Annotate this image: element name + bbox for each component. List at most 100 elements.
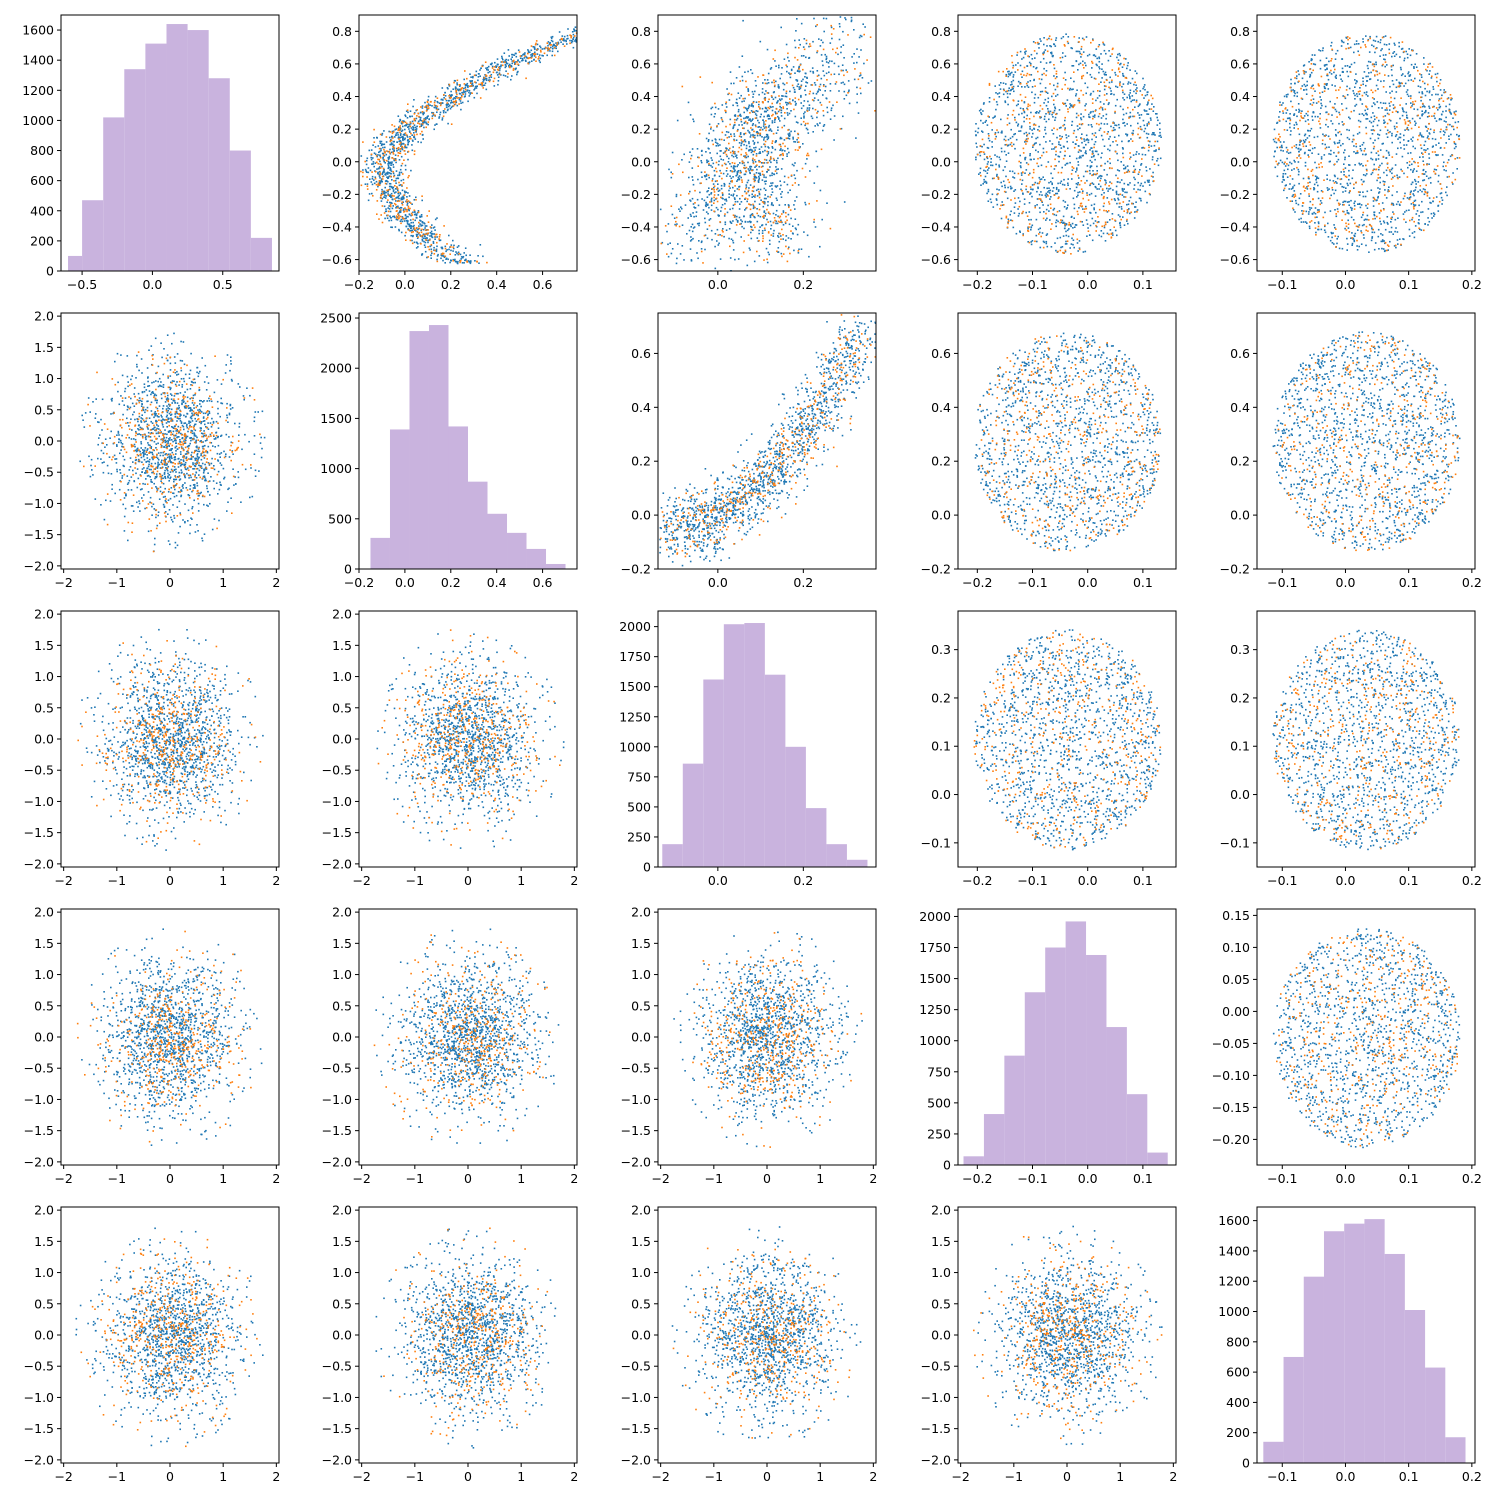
scatter-point-blue [575, 26, 577, 28]
scatter-point-blue [412, 222, 414, 224]
scatter-point-blue [534, 48, 536, 50]
scatter-point-blue [741, 143, 743, 145]
scatter-point-blue [779, 149, 781, 151]
scatter-point-blue [443, 110, 445, 112]
scatter-point-blue [775, 81, 777, 83]
scatter-point-blue [720, 159, 722, 161]
scatter-point-blue [821, 54, 823, 56]
scatter-point-blue [411, 134, 413, 136]
scatter-point-blue [778, 84, 780, 86]
scatter-point-blue [771, 152, 773, 154]
scatter-point-blue [399, 137, 401, 139]
scatter-point-blue [821, 78, 823, 80]
scatter-point-blue [771, 185, 773, 187]
scatter-point-blue [722, 194, 724, 196]
scatter-point-orange [437, 261, 439, 263]
scatter-point-blue [411, 203, 413, 205]
scatter-point-blue [738, 92, 740, 94]
scatter-point-blue [399, 185, 401, 187]
scatter-point-blue [721, 188, 723, 190]
scatter-point-blue [391, 152, 393, 154]
scatter-point-blue [776, 173, 778, 175]
scatter-point-blue [387, 207, 389, 209]
scatter-point-blue [797, 86, 799, 88]
scatter-point-blue [728, 193, 730, 195]
scatter-point-orange [398, 147, 400, 149]
scatter-point-blue [774, 60, 776, 62]
scatter-point-blue [786, 153, 788, 155]
scatter-point-orange [430, 101, 432, 103]
scatter-point-blue [693, 184, 695, 186]
scatter-point-orange [402, 217, 404, 219]
scatter-point-orange [392, 137, 394, 139]
scatter-point-orange [405, 232, 407, 234]
scatter-point-blue [689, 230, 691, 232]
scatter-point-orange [515, 63, 517, 65]
scatter-point-blue [821, 39, 823, 41]
scatter-point-orange [445, 98, 447, 100]
scatter-point-orange [419, 123, 421, 125]
scatter-point-blue [384, 171, 386, 173]
y-tick-label: −0.4 [322, 219, 352, 234]
scatter-point-blue [377, 154, 379, 156]
scatter-point-blue [395, 180, 397, 182]
scatter-point-orange [574, 35, 576, 37]
scatter-point-blue [714, 175, 716, 177]
scatter-point-blue [736, 119, 738, 121]
scatter-point-blue [757, 135, 759, 137]
scatter-point-blue [708, 164, 710, 166]
scatter-point-blue [701, 242, 703, 244]
scatter-point-blue [760, 199, 762, 201]
scatter-point-blue [406, 196, 408, 198]
scatter-point-blue [767, 134, 769, 136]
scatter-point-blue [788, 152, 790, 154]
scatter-point-blue [431, 224, 433, 226]
scatter-point-blue [436, 123, 438, 125]
scatter-point-blue [769, 240, 771, 242]
scatter-point-blue [542, 48, 544, 50]
scatter-point-blue [565, 41, 567, 43]
scatter-point-orange [538, 58, 540, 60]
scatter-point-blue [749, 105, 751, 107]
scatter-point-blue [549, 50, 551, 52]
scatter-point-orange [417, 113, 419, 115]
scatter-point-orange [403, 159, 405, 161]
scatter-point-blue [721, 207, 723, 209]
scatter-point-orange [407, 103, 409, 105]
scatter-point-orange [403, 211, 405, 213]
scatter-point-orange [428, 210, 430, 212]
scatter-point-blue [754, 135, 756, 137]
scatter-point-blue [692, 231, 694, 233]
scatter-point-blue [717, 183, 719, 185]
scatter-point-blue [668, 256, 670, 258]
scatter-point-blue [428, 103, 430, 105]
scatter-point-blue [775, 223, 777, 225]
scatter-point-blue [780, 100, 782, 102]
scatter-point-blue [780, 27, 782, 29]
scatter-point-blue [764, 150, 766, 152]
scatter-point-blue [719, 144, 721, 146]
scatter-point-orange [412, 219, 414, 221]
scatter-point-blue [381, 200, 383, 202]
scatter-point-blue [746, 186, 748, 188]
scatter-point-blue [411, 116, 413, 118]
scatter-point-orange [392, 195, 394, 197]
scatter-point-blue [775, 149, 777, 151]
scatter-point-blue [393, 191, 395, 193]
scatter-point-blue [524, 54, 526, 56]
scatter-point-blue [520, 57, 522, 59]
scatter-point-blue [416, 217, 418, 219]
scatter-point-blue [803, 117, 805, 119]
scatter-point-blue [719, 139, 721, 141]
scatter-point-blue [769, 175, 771, 177]
scatter-point-orange [386, 136, 388, 138]
scatter-point-blue [678, 208, 680, 210]
scatter-point-orange [414, 113, 416, 115]
scatter-point-blue [756, 208, 758, 210]
scatter-point-blue [416, 126, 418, 128]
scatter-point-orange [403, 182, 405, 184]
scatter-point-orange [427, 229, 429, 231]
scatter-point-blue [573, 34, 575, 36]
scatter-point-blue [398, 198, 400, 200]
scatter-point-blue [524, 52, 526, 54]
